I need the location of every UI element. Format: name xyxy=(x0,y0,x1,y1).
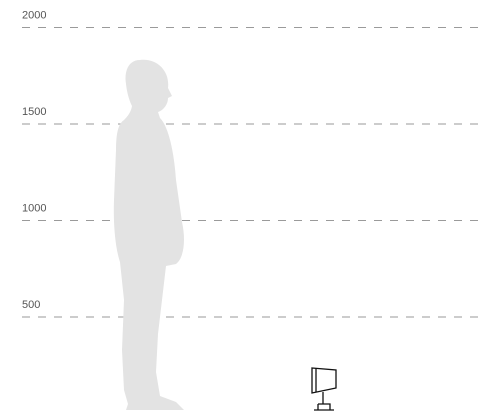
scale-label: 1500 xyxy=(22,106,46,118)
scale-label: 1000 xyxy=(22,203,46,215)
size-diagram: 500 1000 1500 2000 xyxy=(0,0,478,411)
product-icon xyxy=(312,368,336,410)
person-silhouette xyxy=(114,60,184,410)
scale-label: 500 xyxy=(22,299,40,311)
scale-label: 2000 xyxy=(22,10,46,22)
